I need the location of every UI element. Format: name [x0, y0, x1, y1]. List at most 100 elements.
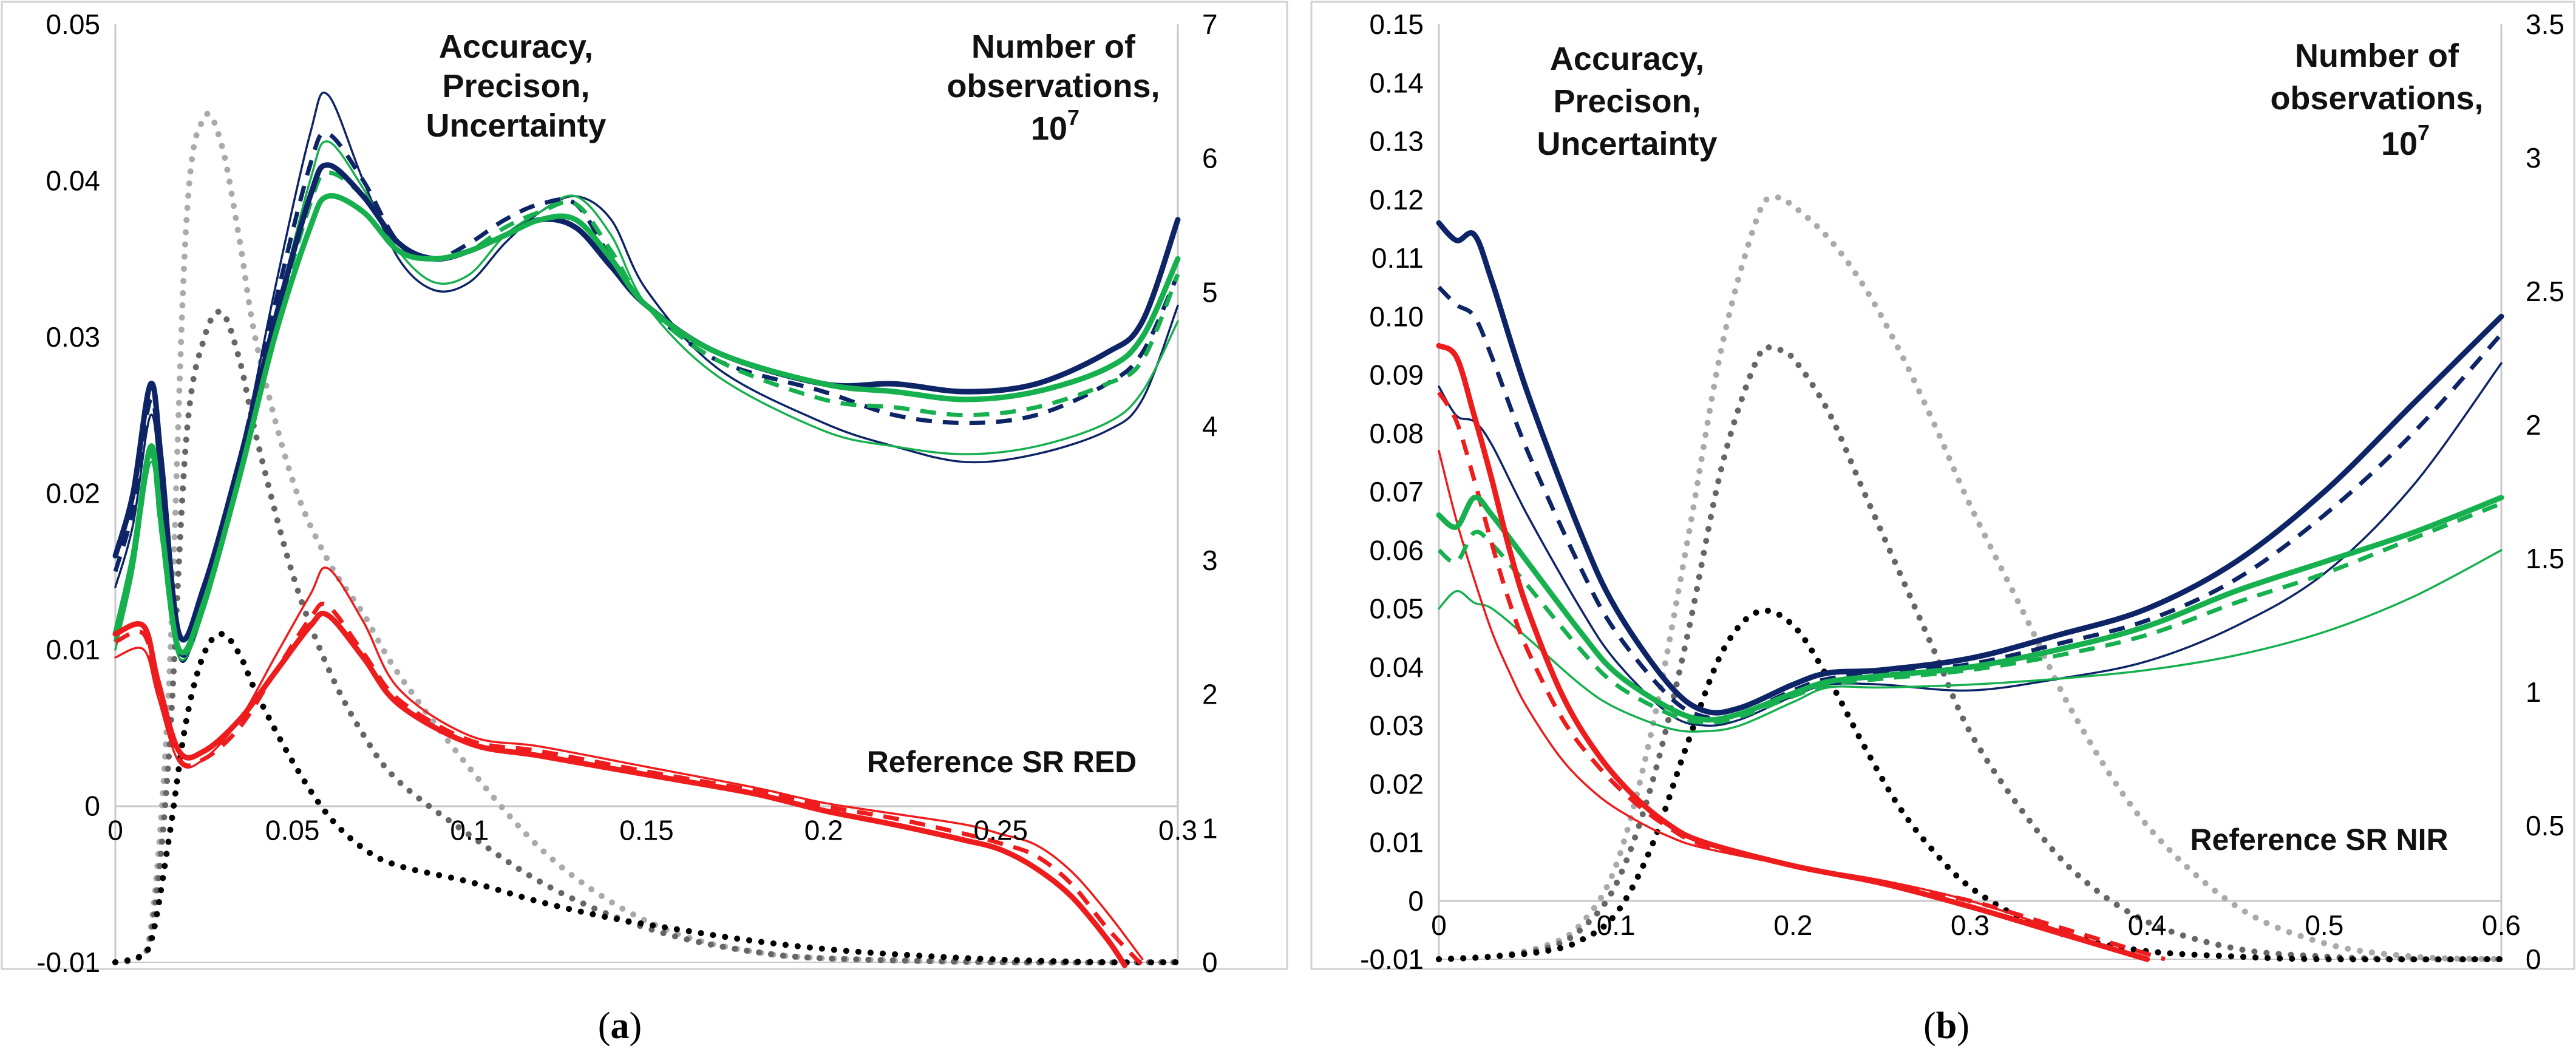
panel-a-label: (a) — [598, 1005, 642, 1047]
panel-a-right-y-tick: 6 — [1202, 143, 1218, 174]
panel-b-left-y-tick: 0.12 — [1369, 184, 1424, 216]
panel-a-x-axis-title: Reference SR RED — [867, 745, 1137, 779]
panel-a-series-green-dashed — [113, 171, 1180, 658]
panel-b-left-y-tick: 0.08 — [1369, 418, 1424, 449]
panel-a-annotation-right-exp: 7 — [1067, 105, 1079, 130]
panel-a-annotation-left-line1: Accuracy, — [439, 29, 593, 65]
panel-b-x-ticks: 0 0.1 0.2 0.3 0.4 0.5 0.6 — [1431, 909, 2521, 941]
panel-b-x-tick: 0.1 — [1597, 909, 1636, 941]
panel-b-right-y-tick: 2.5 — [2526, 276, 2564, 307]
panel-b-right-y-tick: 0.5 — [2526, 810, 2564, 841]
panel-a-series-green-thick — [112, 193, 1181, 656]
panel-b-left-y-tick: 0.07 — [1369, 476, 1424, 508]
panel-b-right-y-ticks: 0 0.5 1 1.5 2 2.5 3 3.5 — [2526, 8, 2564, 975]
panel-a-annotation-right-line2: observations, — [946, 68, 1160, 104]
panel-b-annotation-left-line3: Uncertainty — [1537, 126, 1717, 162]
panel-b-left-y-tick: 0.05 — [1369, 593, 1424, 625]
panel-a-annotation-right-line3: 107 — [1031, 105, 1079, 147]
panel-b-annotation-left-line2: Precison, — [1553, 83, 1701, 120]
panel-b-annotation-right-base: 10 — [2381, 126, 2418, 162]
panel-b-left-y-ticks: -0.01 0 0.01 0.02 0.03 0.04 0.05 0.06 0.07 0.08 0.… — [1360, 8, 1424, 975]
panel-a-x-tick: 0.15 — [619, 815, 674, 846]
panel-b-series-red-thin — [1438, 449, 2149, 960]
panel-a-series-black-dotted — [112, 631, 1181, 966]
panel-b-annotation-right-line1: Number of — [2295, 38, 2459, 74]
panel-b-series-navy-thick — [1436, 220, 2504, 716]
panel-a-right-y-ticks: 0 1 2 3 4 5 6 7 — [1202, 8, 1218, 978]
panel-a-series-green-thin — [114, 140, 1179, 662]
panel-a-left-y-tick: 0.01 — [46, 634, 100, 665]
panel-a-left-y-tick: -0.01 — [36, 946, 100, 978]
panel-a-x-ticks: 0 0.05 0.1 0.15 0.2 0.25 0.3 — [107, 815, 1197, 846]
panel-b-x-tick: 0.3 — [1951, 909, 1990, 941]
panel-a-right-y-tick: 1 — [1202, 812, 1218, 844]
panel-b-left-y-tick: 0 — [1408, 885, 1424, 917]
panel-a-chart: -0.01 0 0.01 0.02 0.03 0.04 0.05 0 1 2 3 4 5 6 7 0 0.0… — [1, 1, 1288, 1047]
panel-a-series-navy-thin — [114, 91, 1179, 664]
panel-b-left-y-tick: 0.06 — [1369, 534, 1424, 566]
panel-b-annotation-right-exp: 7 — [2418, 120, 2430, 145]
panel-a-x-tick: 0.25 — [974, 815, 1028, 846]
panel-a-right-y-tick: 0 — [1202, 946, 1218, 978]
panel-a-annotation-right-base: 10 — [1031, 110, 1067, 147]
panel-a-left-y-tick: 0.03 — [46, 321, 100, 353]
panel-b-label: (b) — [1923, 1005, 1969, 1047]
panel-b-x-tick: 0 — [1431, 909, 1447, 941]
panel-b-x-tick: 0.4 — [2128, 909, 2167, 941]
panel-b-series-green-thin — [1438, 549, 2503, 733]
panel-b-right-y-tick: 1 — [2526, 676, 2541, 708]
panel-a-series-red-dashed — [114, 602, 1144, 967]
panel-a-right-y-tick: 3 — [1202, 545, 1218, 576]
panel-b-left-y-tick: 0.04 — [1369, 651, 1424, 683]
panel-b-right-y-tick: 3.5 — [2526, 8, 2564, 40]
panel-a-right-y-tick: 5 — [1202, 276, 1218, 308]
panel-a-series-light-gray-dotted — [112, 110, 1181, 966]
panel-b-left-y-tick: 0.10 — [1369, 301, 1424, 332]
panel-b-right-y-tick: 0 — [2526, 943, 2541, 975]
panel-b-series-navy-dashed — [1437, 285, 2503, 721]
panel-b-right-y-tick: 2 — [2526, 409, 2541, 441]
panel-b-series-light-gray-dotted — [1436, 194, 2504, 962]
panel-b-series-red-thick — [1436, 342, 2150, 962]
panel-a-left-y-ticks: -0.01 0 0.01 0.02 0.03 0.04 0.05 — [36, 8, 100, 978]
panel-b-x-axis-title: Reference SR NIR — [2190, 823, 2448, 857]
panel-a-letter: a — [611, 1005, 630, 1047]
panel-a-left-y-tick: 0.02 — [46, 478, 100, 509]
panel-a-left-y-tick: 0.04 — [46, 165, 100, 197]
panel-a-x-tick: 0 — [107, 815, 123, 846]
panel-b-x-tick: 0.2 — [1773, 909, 1812, 941]
panel-b-letter: b — [1936, 1005, 1957, 1047]
panel-b-annotation-left-line1: Accuracy, — [1550, 41, 1704, 77]
panel-b-series-red-dashed — [1437, 391, 2166, 962]
panel-b-chart: -0.0100.010.020.030.040.050.060.070.080.… — [1310, 1, 2575, 1047]
panel-b-annotation-right-line2: observations, — [2270, 80, 2483, 117]
panel-a-x-tick: 0.05 — [265, 815, 320, 846]
panel-b-left-y-tick: -0.01 — [1360, 943, 1424, 975]
panel-a-right-y-tick: 2 — [1202, 679, 1218, 710]
panel-b-left-y-tick: 0.11 — [1371, 242, 1424, 274]
panel-b-series-group — [1436, 194, 2504, 963]
panel-b-left-y-tick: 0.01 — [1369, 827, 1424, 858]
panel-a-series-mid-gray-dotted — [112, 308, 1181, 966]
panel-b-x-tick: 0.6 — [2482, 909, 2521, 941]
panel-b-left-y-tick: 0.03 — [1369, 710, 1424, 741]
panel-a-left-y-tick: 0 — [84, 790, 100, 822]
panel-b-left-y-tick: 0.14 — [1369, 67, 1424, 98]
panel-a-right-y-tick: 7 — [1202, 8, 1218, 40]
panel-a-frame — [1, 1, 1288, 970]
panel-a-x-tick: 0.1 — [450, 815, 489, 846]
panel-b-series-mid-gray-dotted — [1436, 344, 2504, 963]
panel-b-left-y-tick: 0.13 — [1369, 126, 1424, 157]
panel-b-annotation-right-line3: 107 — [2381, 120, 2430, 162]
panel-b-series-green-thick — [1436, 494, 2504, 723]
panel-a-right-y-tick: 4 — [1202, 410, 1218, 442]
panel-a-series-red-thick — [112, 610, 1127, 968]
panel-a-left-y-tick: 0.05 — [46, 8, 100, 40]
panel-a-series-group — [112, 91, 1181, 968]
panel-b-frame — [1310, 1, 2575, 970]
panel-a-x-tick: 0.3 — [1158, 815, 1197, 846]
panel-b-left-y-tick: 0.09 — [1369, 359, 1424, 391]
panel-b-right-y-tick: 1.5 — [2526, 543, 2564, 574]
panel-a-annotation-right-line1: Number of — [971, 29, 1136, 65]
